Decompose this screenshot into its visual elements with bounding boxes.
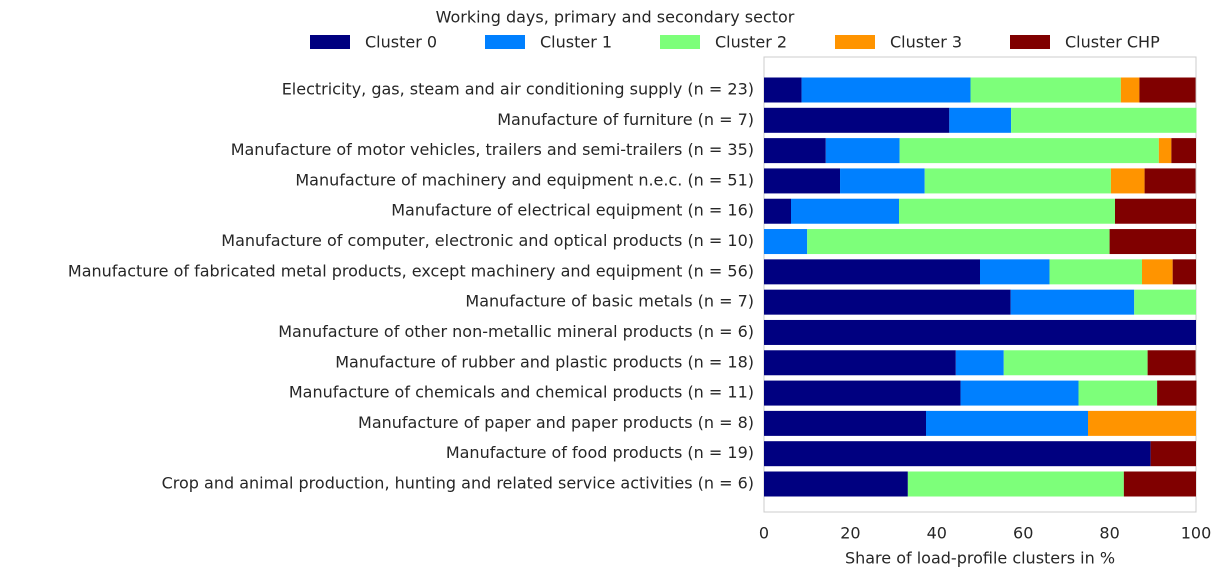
chart-title: Working days, primary and secondary sect… [436,8,795,27]
bar-segment [1003,350,1148,376]
bar-segment [825,138,900,164]
y-tick-label: Manufacture of motor vehicles, trailers … [231,140,754,159]
bar-segment [926,410,1088,436]
bar-segment [764,350,956,376]
bar-segment [1144,168,1196,194]
bar-segment [764,198,791,224]
y-tick-label: Manufacture of electrical equipment (n =… [391,201,754,220]
bar-segment [764,471,908,497]
bar-segment [764,138,826,164]
y-tick-label: Manufacture of food products (n = 19) [446,443,754,462]
bar-segment [1172,259,1196,285]
bar-segment [764,77,802,103]
legend-label: Cluster 2 [715,33,787,52]
bar-segment [1109,229,1196,255]
y-tick-label: Manufacture of other non-metallic minera… [278,322,754,341]
bar-segment [764,289,1011,315]
bar-segment [764,380,961,406]
bar-segment [764,319,1196,345]
bar-segment [1171,138,1196,164]
x-tick-label: 100 [1181,524,1212,543]
legend-swatch [485,35,525,49]
y-tick-label: Electricity, gas, steam and air conditio… [282,80,754,99]
legend-swatch [835,35,875,49]
y-tick-label: Manufacture of paper and paper products … [358,413,754,432]
legend-swatch [1010,35,1050,49]
bar-segment [960,380,1079,406]
x-tick-label: 40 [927,524,947,543]
bar-segment [801,77,971,103]
y-tick-label: Manufacture of basic metals (n = 7) [465,292,754,311]
bar-segment [955,350,1004,376]
bar-segment [1157,380,1197,406]
bar-segment [980,259,1050,285]
bar-segment [764,168,841,194]
bar-segment [924,168,1111,194]
bar-segment [1049,259,1142,285]
y-tick-label: Manufacture of rubber and plastic produc… [335,352,754,371]
bar-segment [1120,77,1140,103]
bar-segment [907,471,1124,497]
bar-segment [1011,107,1197,133]
bar-segment [949,107,1012,133]
y-tick-label: Manufacture of chemicals and chemical pr… [289,383,754,402]
plot-frame [763,56,1197,513]
legend-swatch [660,35,700,49]
bar-segment [1088,410,1196,436]
y-tick-label: Manufacture of fabricated metal products… [68,261,754,280]
y-tick-label: Crop and animal production, hunting and … [162,474,754,493]
bar-segment [764,259,980,285]
bar-segment [1139,77,1196,103]
bar-segment [764,410,926,436]
bar-segment [1110,168,1145,194]
x-axis-label: Share of load-profile clusters in % [845,549,1115,568]
legend-label: Cluster 3 [890,33,962,52]
bar-segment [1158,138,1172,164]
legend-label: Cluster 1 [540,33,612,52]
bar-segment [807,229,1110,255]
bar-segment [899,198,1115,224]
legend-swatch [310,35,350,49]
bar-segment [1115,198,1196,224]
bar-segment [1010,289,1135,315]
y-tick-label: Manufacture of machinery and equipment n… [295,170,754,189]
bar-segment [1147,350,1196,376]
y-tick-label: Manufacture of computer, electronic and … [221,231,754,250]
bar-segment [1134,289,1196,315]
legend-label: Cluster 0 [365,33,437,52]
y-tick-label: Manufacture of furniture (n = 7) [497,110,754,129]
x-tick-label: 60 [1013,524,1033,543]
bar-segment [764,441,1151,467]
bar-segment [764,229,808,255]
bar-segment [764,107,950,133]
bar-segment [1150,441,1196,467]
legend-label: Cluster CHP [1065,33,1160,52]
bar-segment [1123,471,1196,497]
x-tick-label: 20 [840,524,860,543]
bar-segment [791,198,899,224]
bar-segment [1078,380,1158,406]
bar-segment [1142,259,1173,285]
x-tick-label: 80 [1099,524,1119,543]
x-tick-label: 0 [759,524,769,543]
bar-segment [899,138,1159,164]
bar-segment [970,77,1121,103]
bar-segment [840,168,925,194]
